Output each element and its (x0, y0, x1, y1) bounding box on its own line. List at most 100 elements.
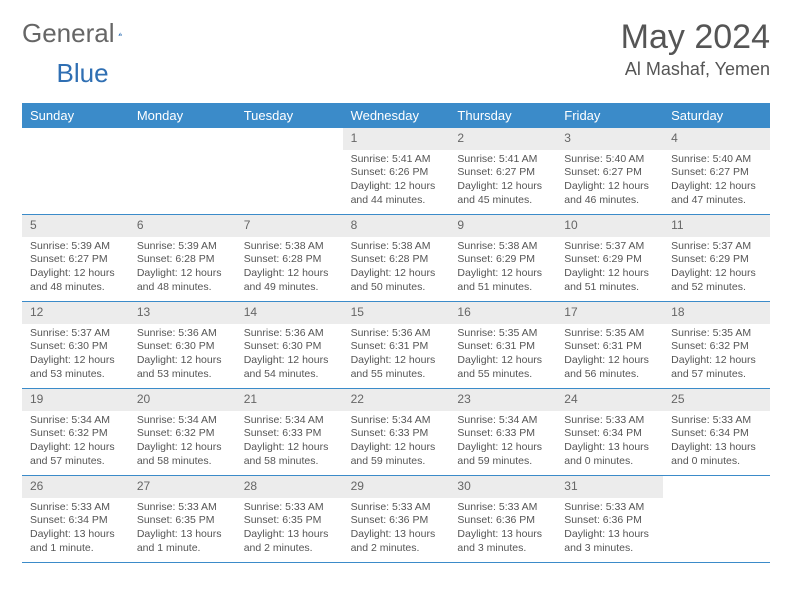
day-details: Sunrise: 5:38 AMSunset: 6:28 PMDaylight:… (236, 237, 343, 301)
weekday-wednesday: Wednesday (343, 103, 450, 128)
calendar-day: 25Sunrise: 5:33 AMSunset: 6:34 PMDayligh… (663, 389, 770, 475)
day-number: 28 (236, 476, 343, 498)
sunrise-text: Sunrise: 5:41 AM (351, 153, 442, 167)
daylight-text: Daylight: 12 hours and 58 minutes. (137, 441, 228, 468)
weekday-saturday: Saturday (663, 103, 770, 128)
daylight-text: Daylight: 13 hours and 2 minutes. (244, 528, 335, 555)
sunrise-text: Sunrise: 5:34 AM (244, 414, 335, 428)
daylight-text: Daylight: 12 hours and 51 minutes. (564, 267, 655, 294)
day-number: 29 (343, 476, 450, 498)
daylight-text: Daylight: 12 hours and 48 minutes. (137, 267, 228, 294)
calendar-day: 6Sunrise: 5:39 AMSunset: 6:28 PMDaylight… (129, 215, 236, 301)
day-details: Sunrise: 5:34 AMSunset: 6:33 PMDaylight:… (343, 411, 450, 475)
calendar-week: 5Sunrise: 5:39 AMSunset: 6:27 PMDaylight… (22, 215, 770, 302)
weekday-thursday: Thursday (449, 103, 556, 128)
location: Al Mashaf, Yemen (621, 59, 770, 80)
sunrise-text: Sunrise: 5:33 AM (30, 501, 121, 515)
daylight-text: Daylight: 12 hours and 57 minutes. (30, 441, 121, 468)
sunset-text: Sunset: 6:32 PM (30, 427, 121, 441)
day-details: Sunrise: 5:33 AMSunset: 6:34 PMDaylight:… (663, 411, 770, 475)
sunrise-text: Sunrise: 5:33 AM (671, 414, 762, 428)
day-details: Sunrise: 5:37 AMSunset: 6:29 PMDaylight:… (556, 237, 663, 301)
day-details: Sunrise: 5:38 AMSunset: 6:28 PMDaylight:… (343, 237, 450, 301)
daylight-text: Daylight: 12 hours and 47 minutes. (671, 180, 762, 207)
day-details: Sunrise: 5:35 AMSunset: 6:31 PMDaylight:… (556, 324, 663, 388)
calendar-day: 21Sunrise: 5:34 AMSunset: 6:33 PMDayligh… (236, 389, 343, 475)
sunrise-text: Sunrise: 5:38 AM (244, 240, 335, 254)
daylight-text: Daylight: 12 hours and 55 minutes. (351, 354, 442, 381)
day-details: Sunrise: 5:40 AMSunset: 6:27 PMDaylight:… (663, 150, 770, 214)
sunset-text: Sunset: 6:36 PM (351, 514, 442, 528)
sunrise-text: Sunrise: 5:35 AM (457, 327, 548, 341)
calendar-week: ...1Sunrise: 5:41 AMSunset: 6:26 PMDayli… (22, 128, 770, 215)
calendar-day: 14Sunrise: 5:36 AMSunset: 6:30 PMDayligh… (236, 302, 343, 388)
calendar-day: 15Sunrise: 5:36 AMSunset: 6:31 PMDayligh… (343, 302, 450, 388)
calendar-day: 5Sunrise: 5:39 AMSunset: 6:27 PMDaylight… (22, 215, 129, 301)
calendar-day: 20Sunrise: 5:34 AMSunset: 6:32 PMDayligh… (129, 389, 236, 475)
sunset-text: Sunset: 6:29 PM (564, 253, 655, 267)
calendar-day: 12Sunrise: 5:37 AMSunset: 6:30 PMDayligh… (22, 302, 129, 388)
day-number: 8 (343, 215, 450, 237)
day-details: Sunrise: 5:39 AMSunset: 6:28 PMDaylight:… (129, 237, 236, 301)
day-number: 12 (22, 302, 129, 324)
calendar-day: 17Sunrise: 5:35 AMSunset: 6:31 PMDayligh… (556, 302, 663, 388)
day-details: Sunrise: 5:41 AMSunset: 6:27 PMDaylight:… (449, 150, 556, 214)
calendar-day: 29Sunrise: 5:33 AMSunset: 6:36 PMDayligh… (343, 476, 450, 562)
calendar-day: . (22, 128, 129, 214)
sunset-text: Sunset: 6:33 PM (351, 427, 442, 441)
day-number: 15 (343, 302, 450, 324)
day-number: 24 (556, 389, 663, 411)
sunset-text: Sunset: 6:28 PM (137, 253, 228, 267)
sunset-text: Sunset: 6:33 PM (244, 427, 335, 441)
calendar-day: 11Sunrise: 5:37 AMSunset: 6:29 PMDayligh… (663, 215, 770, 301)
day-details: Sunrise: 5:34 AMSunset: 6:32 PMDaylight:… (129, 411, 236, 475)
weekday-sunday: Sunday (22, 103, 129, 128)
weekday-monday: Monday (129, 103, 236, 128)
sunset-text: Sunset: 6:32 PM (137, 427, 228, 441)
calendar-day: 4Sunrise: 5:40 AMSunset: 6:27 PMDaylight… (663, 128, 770, 214)
sunset-text: Sunset: 6:36 PM (564, 514, 655, 528)
daylight-text: Daylight: 12 hours and 49 minutes. (244, 267, 335, 294)
sunset-text: Sunset: 6:28 PM (244, 253, 335, 267)
sunset-text: Sunset: 6:27 PM (30, 253, 121, 267)
day-number: 2 (449, 128, 556, 150)
day-details: Sunrise: 5:33 AMSunset: 6:35 PMDaylight:… (129, 498, 236, 562)
daylight-text: Daylight: 12 hours and 48 minutes. (30, 267, 121, 294)
daylight-text: Daylight: 12 hours and 59 minutes. (351, 441, 442, 468)
day-number: 10 (556, 215, 663, 237)
weekday-header-row: Sunday Monday Tuesday Wednesday Thursday… (22, 103, 770, 128)
weeks-container: ...1Sunrise: 5:41 AMSunset: 6:26 PMDayli… (22, 128, 770, 563)
sunrise-text: Sunrise: 5:33 AM (564, 501, 655, 515)
sunrise-text: Sunrise: 5:33 AM (457, 501, 548, 515)
sunrise-text: Sunrise: 5:33 AM (351, 501, 442, 515)
daylight-text: Daylight: 12 hours and 59 minutes. (457, 441, 548, 468)
sunset-text: Sunset: 6:35 PM (244, 514, 335, 528)
daylight-text: Daylight: 12 hours and 51 minutes. (457, 267, 548, 294)
day-details: Sunrise: 5:38 AMSunset: 6:29 PMDaylight:… (449, 237, 556, 301)
calendar-day: 28Sunrise: 5:33 AMSunset: 6:35 PMDayligh… (236, 476, 343, 562)
day-number: 1 (343, 128, 450, 150)
day-number: 26 (22, 476, 129, 498)
sunset-text: Sunset: 6:31 PM (457, 340, 548, 354)
logo-text-general: General (22, 18, 115, 49)
day-number: 20 (129, 389, 236, 411)
sunset-text: Sunset: 6:36 PM (457, 514, 548, 528)
calendar-day: . (129, 128, 236, 214)
sunset-text: Sunset: 6:34 PM (671, 427, 762, 441)
weekday-friday: Friday (556, 103, 663, 128)
daylight-text: Daylight: 12 hours and 53 minutes. (137, 354, 228, 381)
calendar-day: 16Sunrise: 5:35 AMSunset: 6:31 PMDayligh… (449, 302, 556, 388)
day-details: Sunrise: 5:35 AMSunset: 6:31 PMDaylight:… (449, 324, 556, 388)
sunset-text: Sunset: 6:26 PM (351, 166, 442, 180)
calendar-day: 10Sunrise: 5:37 AMSunset: 6:29 PMDayligh… (556, 215, 663, 301)
day-number: 18 (663, 302, 770, 324)
calendar-day: 26Sunrise: 5:33 AMSunset: 6:34 PMDayligh… (22, 476, 129, 562)
month-title: May 2024 (621, 18, 770, 57)
sunrise-text: Sunrise: 5:39 AM (137, 240, 228, 254)
calendar-day: 7Sunrise: 5:38 AMSunset: 6:28 PMDaylight… (236, 215, 343, 301)
calendar-day: 2Sunrise: 5:41 AMSunset: 6:27 PMDaylight… (449, 128, 556, 214)
day-number: 3 (556, 128, 663, 150)
title-block: May 2024 Al Mashaf, Yemen (621, 18, 770, 80)
sunset-text: Sunset: 6:34 PM (564, 427, 655, 441)
daylight-text: Daylight: 13 hours and 1 minute. (30, 528, 121, 555)
